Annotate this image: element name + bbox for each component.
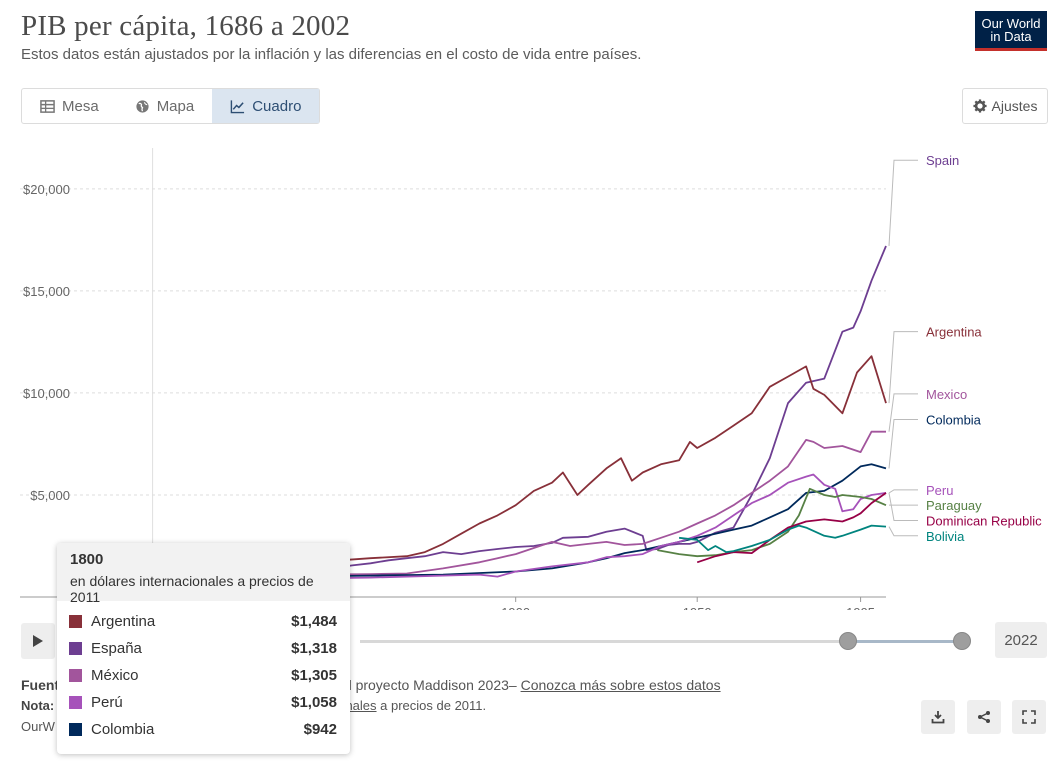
gear-icon <box>972 99 987 113</box>
series-label: Mexico <box>926 387 967 402</box>
tab-chart[interactable]: Cuadro <box>212 89 320 123</box>
series-line-bolivia <box>678 524 887 553</box>
tooltip-row: Colombia $942 <box>57 716 350 743</box>
series-label: Spain <box>926 153 959 168</box>
label-connector <box>888 159 918 246</box>
chart-title: PIB per cápita, 1686 a 2002 <box>21 10 351 42</box>
view-tabs: Mesa Mapa Cuadro <box>21 88 321 124</box>
line-chart: $5,000$10,000$15,000$20,0001800185019001… <box>20 148 1042 610</box>
tooltip-unit: en dólares internacionales a precios de … <box>70 573 314 605</box>
legend-swatch <box>69 723 82 736</box>
tooltip-value: $942 <box>303 721 337 738</box>
tooltip-country: Colombia <box>91 721 155 738</box>
hover-tooltip: 1800 en dólares internacionales a precio… <box>57 543 350 754</box>
legend-swatch <box>69 696 82 709</box>
series-line-argentina <box>79 355 887 568</box>
label-connector <box>888 489 918 494</box>
tooltip-year: 1800 <box>70 551 104 568</box>
legend-swatch <box>69 615 82 628</box>
chart-subtitle: Estos datos están ajustados por la infla… <box>21 46 642 63</box>
label-connector <box>888 492 918 521</box>
series-label: Paraguay <box>926 498 982 513</box>
tooltip-value: $1,318 <box>291 640 337 657</box>
share-icon <box>978 711 990 723</box>
y-tick-label: $20,000 <box>23 182 70 197</box>
series-label: Bolivia <box>926 529 965 544</box>
line-chart-icon <box>230 99 245 113</box>
label-connector <box>888 418 918 469</box>
tooltip-header: 1800 en dólares internacionales a precio… <box>57 543 350 605</box>
source-label: Fuent <box>21 677 60 693</box>
logo-line-1: Our World <box>981 16 1041 31</box>
tooltip-country: Argentina <box>91 613 156 630</box>
tab-table[interactable]: Mesa <box>22 89 117 123</box>
timeline-track[interactable] <box>360 640 960 643</box>
download-icon <box>931 711 945 724</box>
label-connector <box>888 331 918 404</box>
note-label: Nota: <box>21 698 55 713</box>
tooltip-country: España <box>91 640 142 657</box>
play-button[interactable] <box>21 623 55 659</box>
expand-icon <box>1022 710 1036 724</box>
source-text: del proyecto Maddison 2023– <box>329 677 521 693</box>
table-icon <box>40 99 55 113</box>
fullscreen-button[interactable] <box>1012 700 1046 734</box>
series-line-dominican-republic <box>696 492 887 564</box>
label-connector <box>888 393 918 432</box>
series-label: Colombia <box>926 412 982 427</box>
logo-line-2: in Data <box>990 29 1032 44</box>
tooltip-value: $1,484 <box>291 613 337 630</box>
series-label: Dominican Republic <box>926 513 1042 528</box>
share-button[interactable] <box>967 700 1001 734</box>
timeline-selected-range <box>848 640 962 643</box>
legend-swatch <box>69 642 82 655</box>
x-tick-label: 1950 <box>683 605 712 610</box>
tooltip-country: México <box>91 667 139 684</box>
tooltip-row: Perú $1,058 <box>57 689 350 716</box>
tooltip-row: México $1,305 <box>57 662 350 689</box>
y-tick-label: $15,000 <box>23 284 70 299</box>
label-connector <box>888 526 918 537</box>
legend-swatch <box>69 669 82 682</box>
y-tick-label: $5,000 <box>30 488 70 503</box>
owid-logo[interactable]: Our World in Data <box>975 11 1047 51</box>
owid-credit[interactable]: OurW <box>21 719 55 734</box>
tab-chart-label: Cuadro <box>252 97 302 115</box>
x-tick-label: 1995 <box>846 605 875 610</box>
series-line-mexico <box>79 430 886 576</box>
series-line-paraguay <box>657 487 887 558</box>
tooltip-country: Perú <box>91 694 123 711</box>
settings-button[interactable]: Ajustes <box>962 88 1048 124</box>
timeline-end-year[interactable]: 2022 <box>995 622 1047 658</box>
tooltip-value: $1,305 <box>291 667 337 684</box>
timeline-start-handle[interactable] <box>839 632 857 650</box>
series-label: Argentina <box>926 325 982 340</box>
x-tick-label: 1900 <box>501 605 530 610</box>
source-line: Fuent del proyecto Maddison 2023– Conozc… <box>21 677 721 693</box>
globe-icon <box>136 99 149 113</box>
tab-map-label: Mapa <box>156 97 195 115</box>
tooltip-row: Argentina $1,484 <box>57 608 350 635</box>
note-text: a precios de 2011. <box>376 698 487 713</box>
download-button[interactable] <box>921 700 955 734</box>
y-tick-label: $10,000 <box>23 386 70 401</box>
play-icon <box>33 635 43 647</box>
series-line-peru <box>79 473 887 580</box>
tab-table-label: Mesa <box>62 97 99 115</box>
learn-more-link[interactable]: Conozca más sobre estos datos <box>520 677 721 693</box>
timeline-end-handle[interactable] <box>953 632 971 650</box>
tooltip-value: $1,058 <box>291 694 337 711</box>
tooltip-row: España $1,318 <box>57 635 350 662</box>
series-label: Peru <box>926 483 953 498</box>
tab-map[interactable]: Mapa <box>117 89 213 123</box>
series-line-spain <box>79 245 887 574</box>
settings-label: Ajustes <box>991 98 1038 114</box>
tooltip-rows: Argentina $1,484 España $1,318 México $1,305 P… <box>57 601 350 743</box>
